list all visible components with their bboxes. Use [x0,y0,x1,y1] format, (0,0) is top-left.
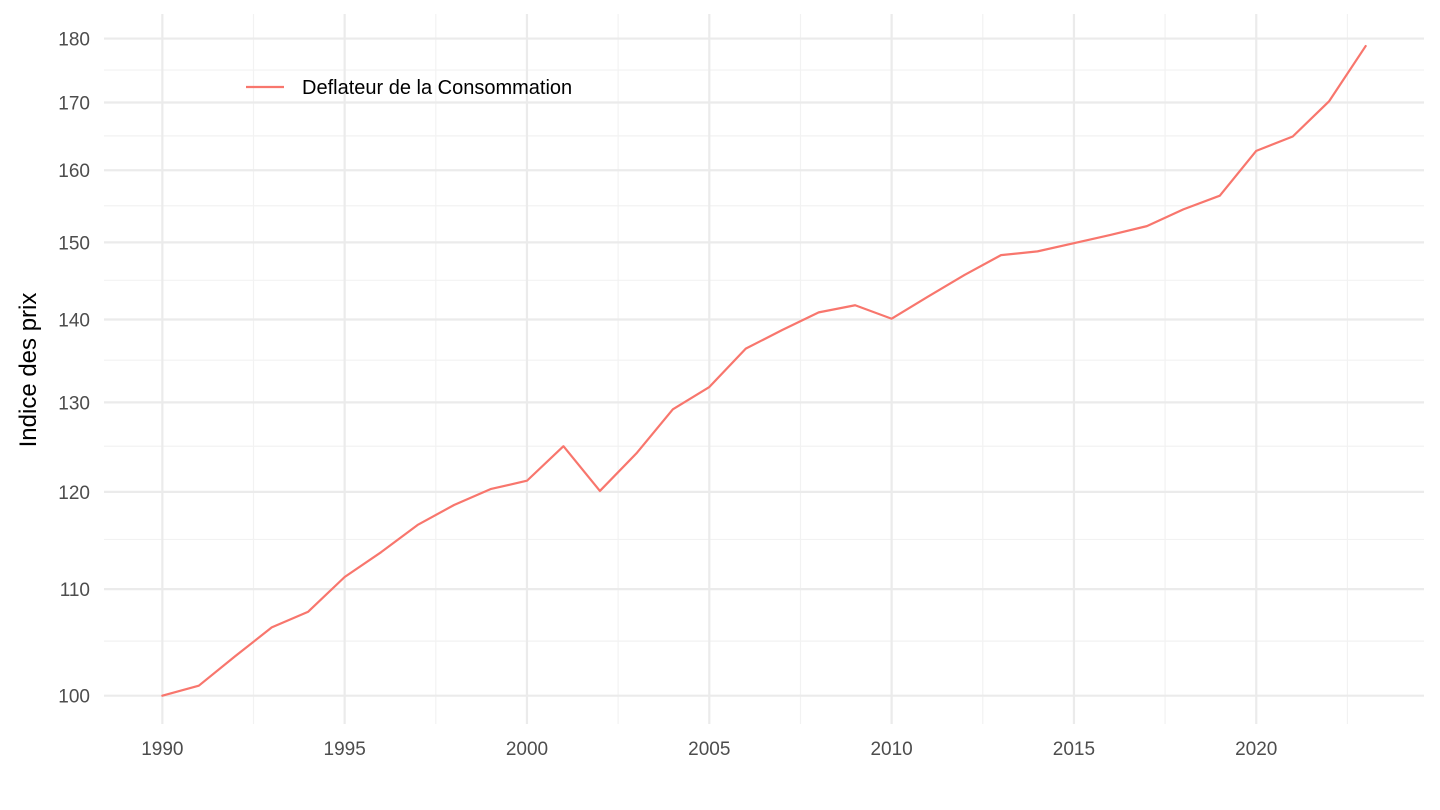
y-axis-title: Indice des prix [15,293,42,448]
y-tick-label: 110 [60,580,90,601]
y-axis-tick-labels: 100 110 120 130 140 150 160 170 180 [58,30,90,708]
y-tick-label: 130 [58,393,90,414]
y-tick-label: 170 [58,93,90,114]
y-tick-label: 120 [58,483,90,504]
x-tick-label: 2010 [870,739,912,760]
series-line-0 [161,44,1367,697]
legend-label: Deflateur de la Consommation [302,77,572,99]
x-minor-gridlines [252,14,1349,724]
legend: Deflateur de la Consommation [246,77,572,99]
y-minor-gridlines [104,69,1424,642]
y-tick-label: 100 [58,687,90,708]
x-tick-label: 1995 [324,739,366,760]
y-tick-label: 140 [58,311,90,332]
y-tick-label: 180 [58,30,90,51]
y-tick-label: 150 [58,233,90,254]
x-tick-label: 2005 [688,739,730,760]
x-axis-tick-labels: 1990 1995 2000 2005 2010 2015 2020 [141,739,1277,760]
x-tick-label: 2015 [1053,739,1095,760]
x-tick-label: 2020 [1235,739,1277,760]
x-major-gridlines [161,14,1258,724]
x-tick-label: 2000 [506,739,548,760]
y-major-gridlines [104,37,1424,697]
y-tick-label: 160 [58,161,90,182]
x-tick-label: 1990 [141,739,183,760]
series-lines [161,44,1367,697]
